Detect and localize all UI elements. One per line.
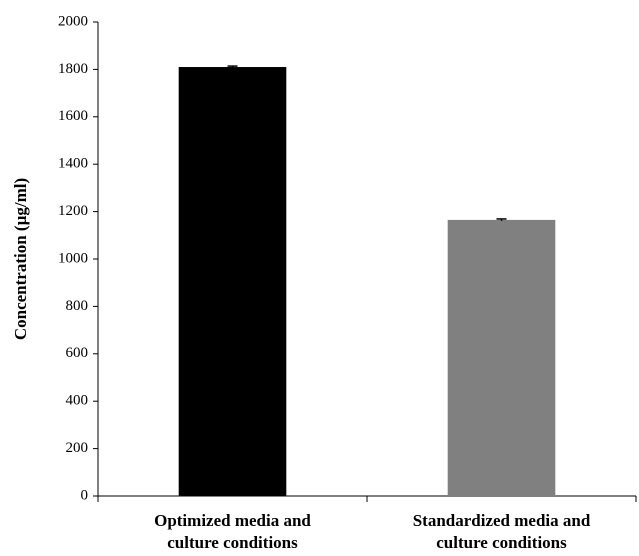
y-tick-label: 1800 [58,61,88,77]
bar [447,219,556,496]
y-tick-label: 400 [66,393,89,409]
y-tick-label: 0 [81,487,89,503]
x-tick-label-box: Standardized media and culture condition… [412,511,591,552]
y-tick-label: 800 [66,298,89,314]
bar [178,67,287,496]
x-tick-label: Standardized media and culture condition… [412,511,591,552]
error-bar [227,65,238,68]
error-bar [496,218,507,221]
y-tick-label: 1200 [58,203,88,219]
y-tick-label: 200 [66,440,89,456]
y-tick-label: 1000 [58,250,88,266]
y-tick-label: 1600 [58,108,88,124]
x-tick-label-box: Optimized media and culture conditions [154,511,311,552]
x-tick-label: Optimized media and culture conditions [154,511,311,552]
y-tick-label: 600 [66,345,89,361]
y-axis-label: Concentration (µg/ml) [11,178,30,340]
y-tick-label: 2000 [58,13,88,29]
y-tick-label: 1400 [58,156,88,172]
